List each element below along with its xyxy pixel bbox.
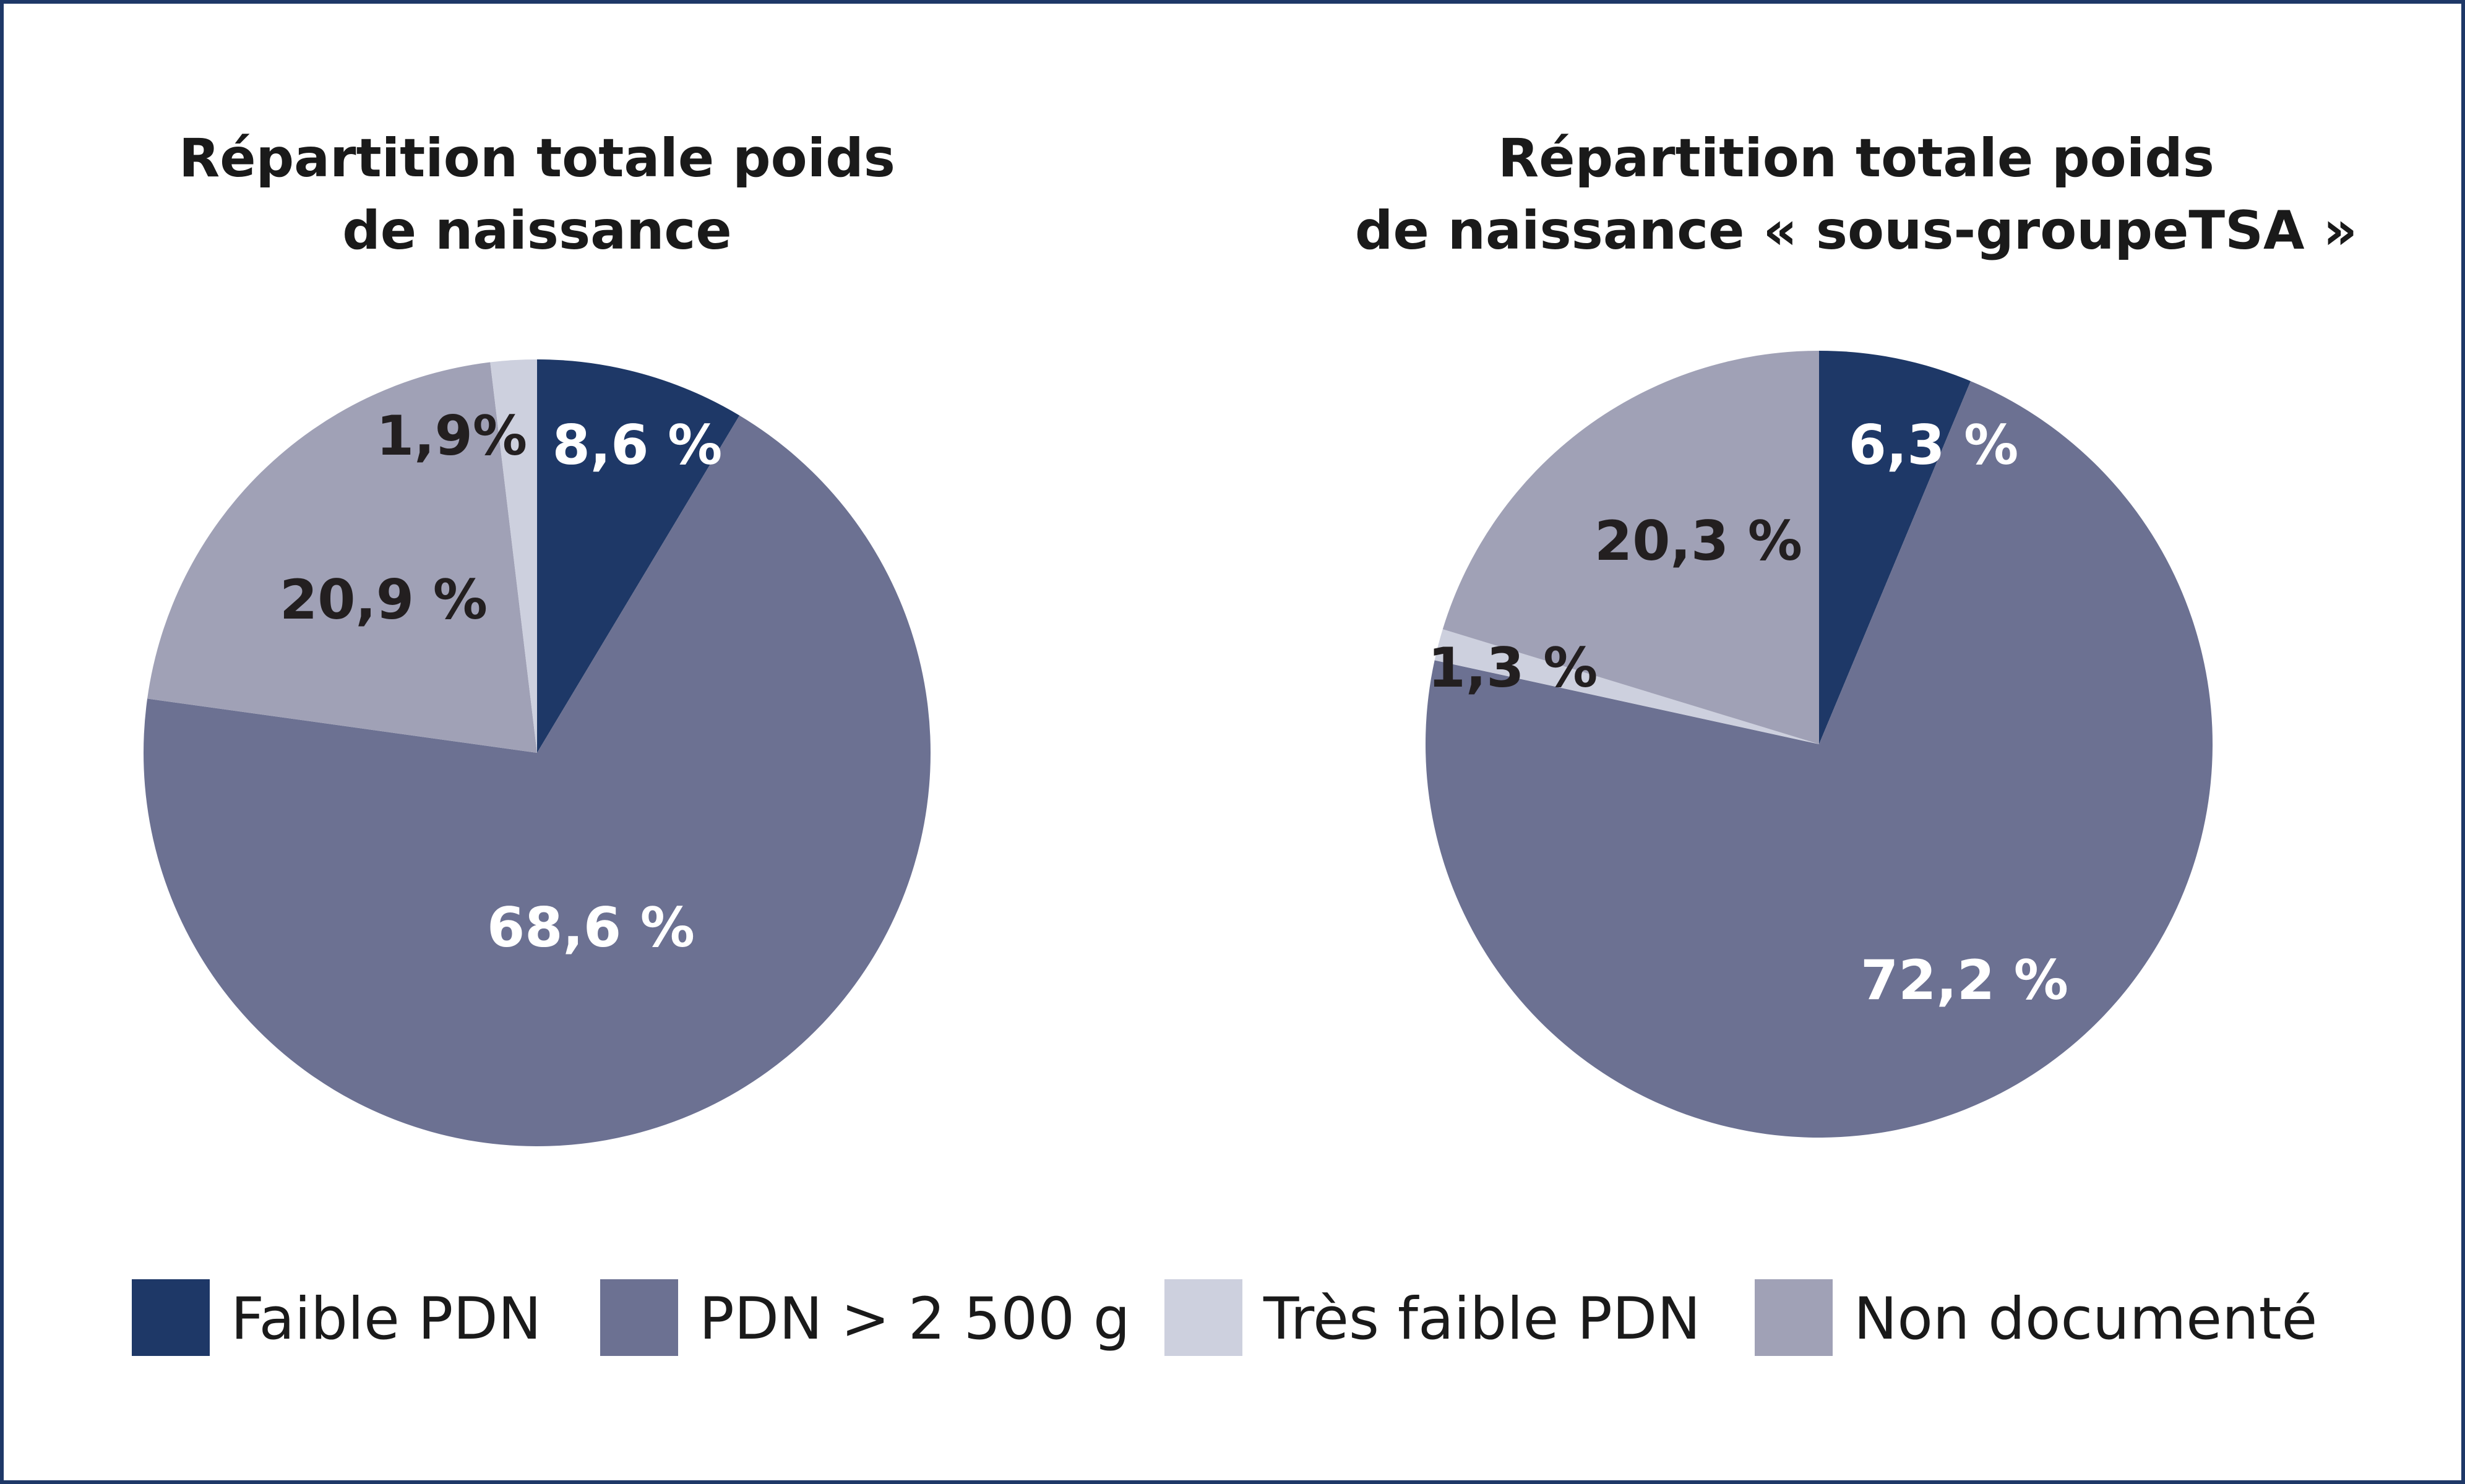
chart-1-slice-tres-faible-pdn	[490, 359, 537, 753]
chart-1-slice-pdn-2-500-g	[144, 415, 931, 1147]
legend: Faible PDN PDN > 2 500 g Très faible PDN No…	[132, 1279, 2317, 1356]
legend-label-faible-pdn: Faible PDN	[231, 1285, 541, 1353]
chart-1-title-line-2: de naissance	[342, 200, 732, 262]
chart-2-title-line-2: de naissance « sous-groupeTSA »	[1355, 200, 2357, 262]
pie-chart-2: Répartition totale poids de naissance « …	[1355, 127, 2357, 1138]
chart-1-title-line-1: Répartition totale poids	[179, 127, 895, 189]
legend-swatch-tres-faible-pdn	[1164, 1279, 1242, 1356]
legend-label-pdn-2-500-g: PDN > 2 500 g	[699, 1285, 1130, 1353]
legend-swatch-faible-pdn	[132, 1279, 210, 1356]
chart-2-label-pdn-2-500-g: 72,2 %	[1861, 948, 2068, 1012]
chart-2-label-non-documente: 20,3 %	[1594, 509, 1802, 573]
legend-label-non-documente: Non documenté	[1854, 1285, 2317, 1353]
chart-1-label-faible-pdn: 8,6 %	[553, 413, 723, 477]
chart-1-slice-non-documente	[147, 362, 537, 753]
chart-1-labels: 8,6 % 68,6 % 20,9 % 1,9%	[280, 404, 722, 959]
pie-chart-1: Répartition totale poids de naissance 8,…	[144, 127, 931, 1147]
chart-1-label-tres-faible-pdn: 1,9%	[376, 404, 527, 468]
chart-2-title-line-1: Répartition totale poids	[1498, 127, 2214, 189]
chart-2-slice-tres-faible-pdn	[1434, 629, 1819, 744]
chart-2-slice-pdn-2-500-g	[1425, 381, 2213, 1138]
chart-2-slices	[1425, 351, 2213, 1138]
chart-2-label-tres-faible-pdn: 1,3 %	[1428, 636, 1598, 700]
chart-2-slice-non-documente	[1442, 351, 1819, 744]
chart-1-slice-faible-pdn	[537, 359, 740, 753]
legend-label-tres-faible-pdn: Très faible PDN	[1263, 1285, 1701, 1353]
chart-1-label-pdn-2-500-g: 68,6 %	[487, 896, 695, 959]
chart-1-slices	[144, 359, 931, 1147]
chart-1-label-non-documente: 20,9 %	[280, 568, 488, 632]
chart-2-slice-faible-pdn	[1819, 351, 1971, 744]
chart-2-labels: 6,3 % 72,2 % 1,3 % 20,3 %	[1428, 413, 2068, 1012]
chart-2-label-faible-pdn: 6,3 %	[1849, 413, 2019, 477]
legend-swatch-pdn-2-500-g	[600, 1279, 678, 1356]
legend-swatch-non-documente	[1755, 1279, 1833, 1356]
